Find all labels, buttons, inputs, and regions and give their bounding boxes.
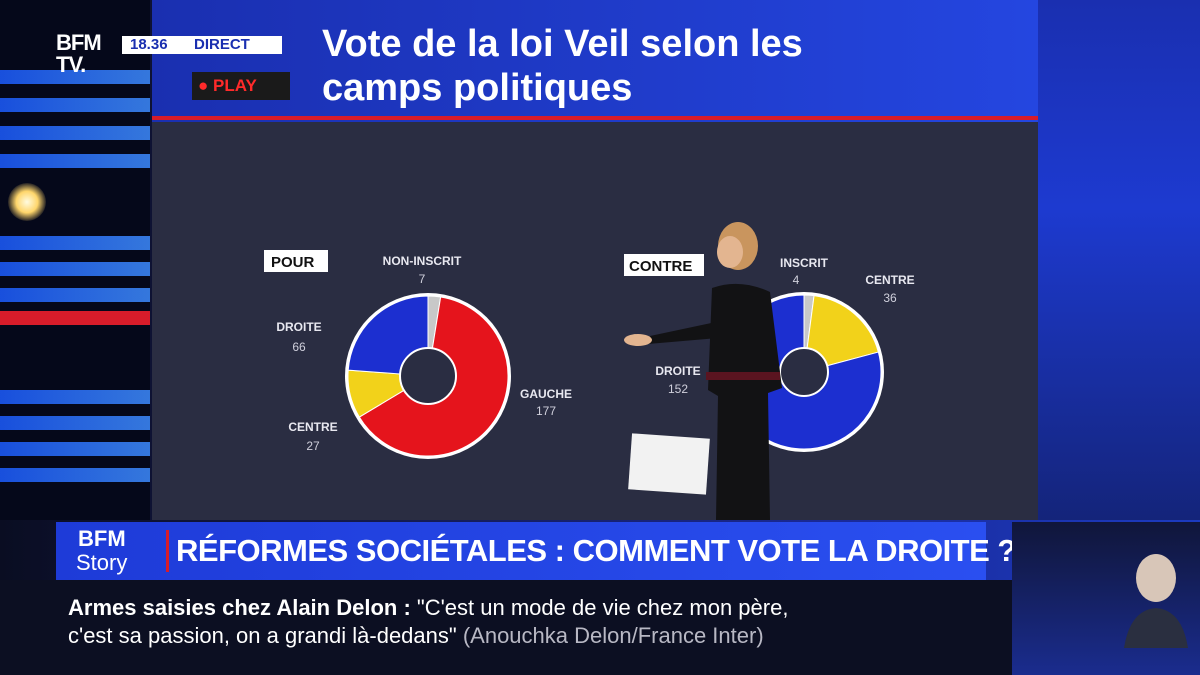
badge-bottom: Story — [76, 550, 128, 575]
led-bar — [0, 126, 150, 140]
live-label: DIRECT — [194, 36, 250, 53]
studio-right-wall — [1038, 0, 1200, 520]
presenter-hand — [624, 334, 652, 346]
label-non-inscrit-pour: NON-INSCRIT — [383, 254, 462, 268]
ticker-separator — [166, 530, 169, 572]
presenter-body — [708, 283, 782, 520]
contre-pill — [624, 254, 704, 276]
ticker-headline: RÉFORMES SOCIÉTALES : COMMENT VOTE LA DR… — [176, 533, 1016, 568]
label-centre-pour: CENTRE — [288, 420, 337, 434]
chart-title: Vote de la loi Veil selon les camps poli… — [322, 23, 803, 109]
subtitle-source: (Anouchka Delon/France Inter) — [462, 623, 764, 648]
studio-left-wall — [0, 0, 150, 520]
time-label: 18.36 — [130, 36, 168, 53]
presenter-arm — [648, 322, 718, 344]
contre-title: CONTRE — [629, 258, 692, 275]
badge-top: BFM — [78, 526, 126, 551]
led-bar — [0, 390, 150, 404]
pour-pill — [264, 250, 328, 272]
subtitle-topic: Armes saisies chez Alain Delon — [68, 595, 398, 620]
play-label: PLAY — [213, 76, 257, 95]
led-bar — [0, 442, 150, 456]
led-bar — [0, 154, 150, 168]
presenter-figure — [624, 222, 782, 520]
value-droite-contre: 152 — [668, 382, 688, 396]
value-non-inscrit-pour: 7 — [419, 272, 426, 286]
label-inscrit-contre: INSCRIT — [780, 256, 829, 270]
title-underline — [152, 116, 1038, 120]
chart-pour: POUR NON-INSCRIT 7 GAUCHE 177 CENTRE 27 … — [264, 250, 572, 459]
led-bar — [0, 98, 150, 112]
subtitle-line-1: Armes saisies chez Alain Delon : "C'est … — [68, 594, 788, 622]
led-bar — [0, 468, 150, 482]
subtitle-quote-1: "C'est un mode de vie chez mon père, — [416, 595, 789, 620]
value-inscrit-contre: 4 — [793, 273, 800, 287]
studio-light — [8, 183, 46, 221]
bfm-logo: BFM TV. — [56, 30, 102, 77]
label-droite-contre: DROITE — [655, 364, 700, 378]
led-bar — [0, 416, 150, 430]
value-gauche-pour: 177 — [536, 404, 556, 418]
presenter-belt — [706, 372, 780, 380]
guest-head — [1136, 554, 1176, 602]
pour-title: POUR — [271, 254, 315, 271]
title-band — [152, 0, 1038, 122]
subtitle-band — [0, 580, 1200, 675]
led-bar — [0, 262, 150, 276]
value-centre-pour: 27 — [306, 439, 320, 453]
label-droite-pour: DROITE — [276, 320, 321, 334]
donut-pour — [345, 293, 511, 459]
subtitle-line-2: c'est sa passion, on a grandi là-dedans"… — [68, 622, 764, 650]
led-bar — [0, 236, 150, 250]
value-droite-pour: 66 — [292, 340, 306, 354]
ticker-band — [56, 522, 986, 580]
live-time-box: 18.36 DIRECT — [122, 36, 282, 54]
inset-guest — [1124, 554, 1188, 648]
presenter-face — [717, 236, 743, 268]
chart-area: POUR NON-INSCRIT 7 GAUCHE 177 CENTRE 27 … — [264, 250, 915, 459]
guest-body — [1124, 608, 1188, 648]
donut-hole — [399, 347, 457, 405]
subtitle-quote-2: c'est sa passion, on a grandi là-dedans" — [68, 623, 457, 648]
label-gauche-pour: GAUCHE — [520, 387, 572, 401]
picture-in-picture — [1012, 522, 1200, 675]
led-bar — [0, 70, 150, 84]
subtitle-colon: : — [403, 595, 411, 620]
play-badge: ● PLAY — [192, 72, 290, 100]
bfm-story-badge: BFM Story — [56, 522, 162, 580]
led-bar — [0, 288, 150, 302]
presenter-papers — [628, 433, 710, 495]
led-bar-red — [0, 311, 150, 325]
value-centre-contre: 36 — [883, 291, 897, 305]
label-centre-contre: CENTRE — [865, 273, 914, 287]
